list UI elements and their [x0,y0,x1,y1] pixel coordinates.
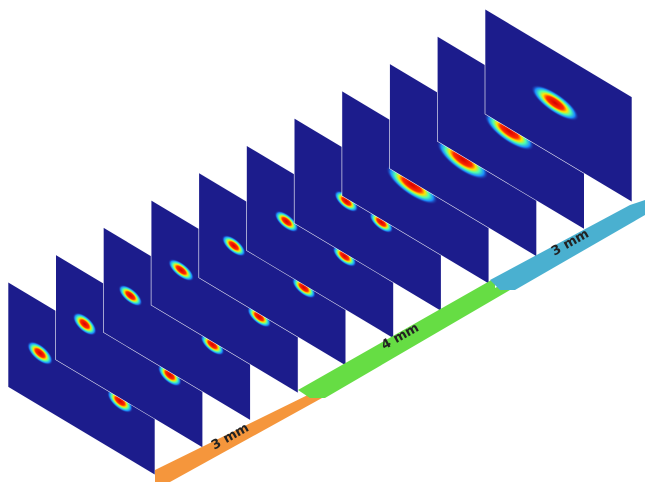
beam-spot [157,363,182,387]
beam-spot [436,139,489,180]
beam-spot [531,84,579,121]
beam-spot [385,165,438,205]
beam-spot [200,333,225,356]
beam-panel [7,281,156,476]
beam-spot [484,112,535,151]
beam-spot [221,234,246,257]
beam-spot [168,258,195,282]
beam-panel [484,8,633,203]
beam-spot [107,389,133,413]
beam-spot [369,211,394,234]
beam-spot [118,284,143,307]
beam-spot [72,312,97,336]
beam-spot [247,305,272,328]
beam-spot [274,210,299,233]
beam-panel [246,145,394,339]
beam-panel [103,226,251,421]
beam-spot [27,341,53,366]
beam-spot [334,190,359,213]
beam-panel [293,117,442,312]
segment-orange [155,388,322,482]
segment-green [298,278,510,398]
segment-teal [490,200,645,290]
beam-panel [198,172,347,367]
beam-spot [291,276,316,299]
beam-spot [332,245,357,267]
panels [7,8,633,476]
